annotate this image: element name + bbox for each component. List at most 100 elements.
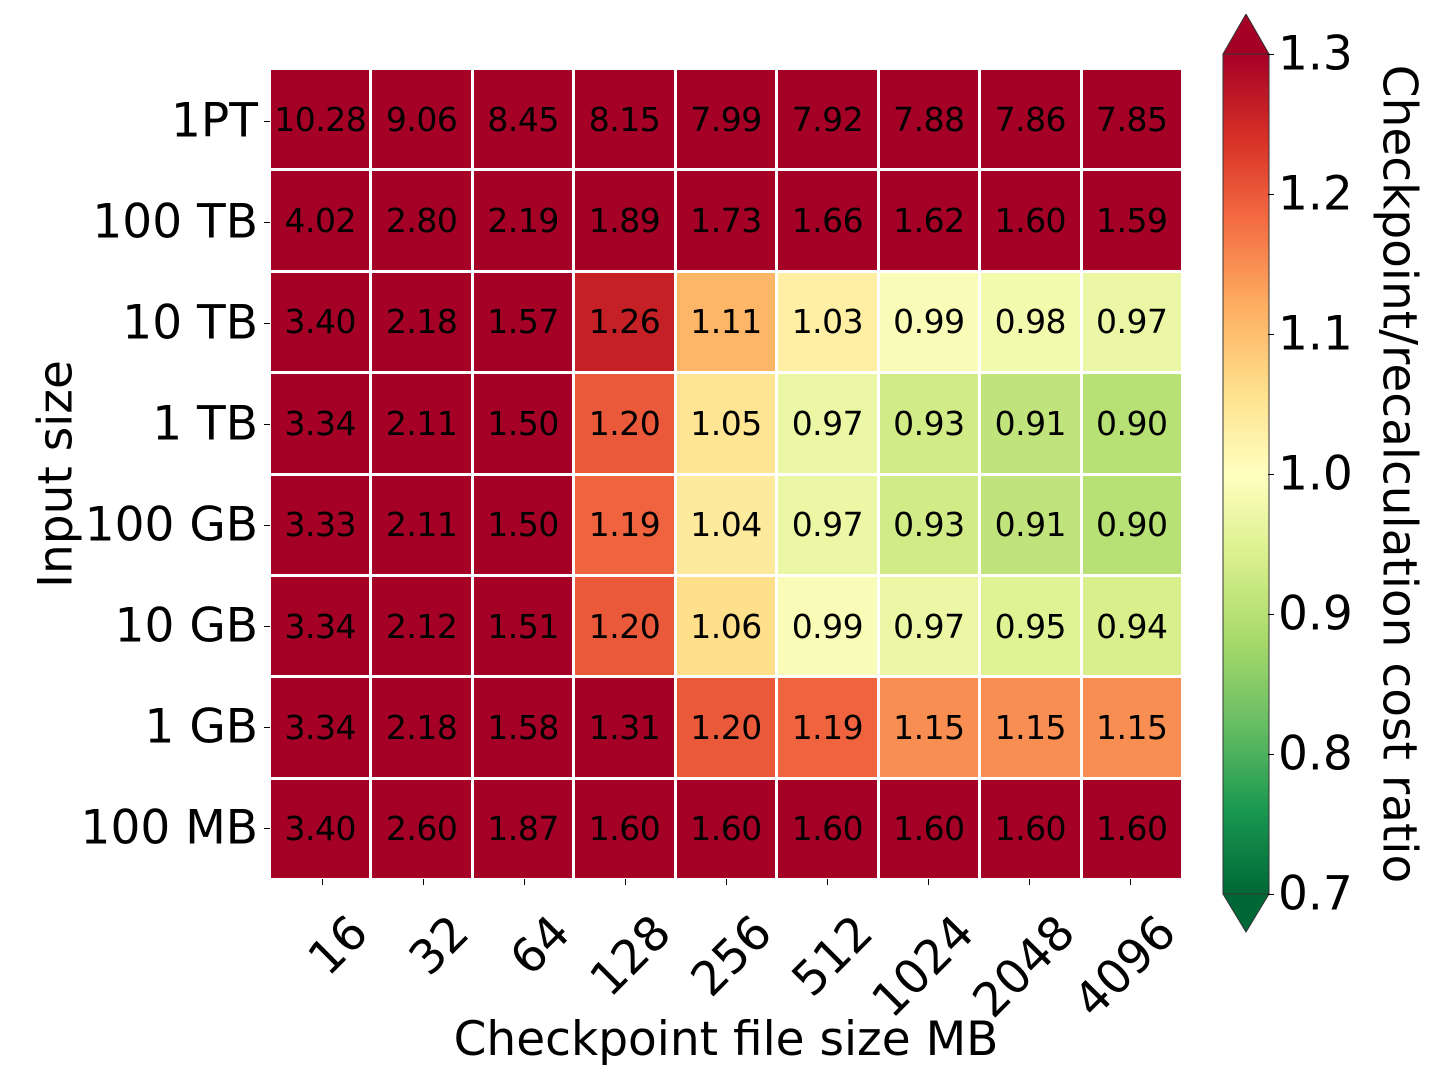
cell-value: 9.06 [385,99,458,139]
cell-value: 1.58 [487,707,559,747]
heatmap-cell: 3.34 [271,576,370,676]
heatmap-cell: 1.15 [1082,678,1181,777]
heatmap-cell: 7.86 [981,70,1080,169]
x-tick-mark [422,879,424,885]
cell-value: 1.60 [588,809,661,849]
heatmap-cell: 1.20 [676,678,776,777]
heatmap-cell: 3.40 [271,272,370,372]
colorbar-tick-mark [1268,894,1274,895]
x-tick-label: 1024 [861,905,986,1029]
heatmap-cell: 1.60 [575,779,674,878]
colorbar-label: Checkpoint/recalculation cost ratio [1371,64,1427,884]
x-tick-mark [726,879,727,885]
heatmap-cell: 7.99 [676,70,776,169]
cell-value: 1.57 [487,302,559,342]
heatmap-cell: 1.60 [981,779,1080,878]
x-tick-label: 2048 [962,905,1087,1029]
cell-value: 2.12 [385,606,458,646]
x-tick-label: 256 [680,905,783,1008]
heatmap-cell: 1.60 [676,779,776,878]
cell-value: 1.89 [588,201,661,241]
heatmap-cell: 1.62 [879,171,979,270]
heatmap-cell: 0.99 [778,576,877,676]
heatmap-cell: 1.20 [575,374,674,473]
y-axis-label: Input size [28,360,84,588]
heatmap-cell: 0.98 [981,272,1080,372]
heatmap-cell: 1.04 [676,475,776,574]
y-tick-mark [264,423,270,425]
cell-value: 1.05 [690,403,762,443]
cell-value: 0.90 [1096,505,1168,545]
colorbar-tick-label: 0.9 [1278,586,1353,642]
cell-value: 1.87 [487,809,559,849]
x-tick-mark [928,879,930,885]
heatmap-cell: 1.57 [473,272,573,372]
heatmap-cell: 1.60 [1082,779,1181,878]
colorbar [1222,14,1270,933]
heatmap-cell: 1.11 [676,272,776,372]
x-axis-label: Checkpoint file size MB [453,1012,999,1067]
heatmap-cell: 1.51 [473,576,573,676]
y-tick-mark [264,221,270,223]
x-tick-label: 32 [398,905,480,987]
colorbar-extend-max [1222,14,1270,55]
heatmap-cell: 4.02 [271,171,370,270]
x-tick-label: 16 [297,905,379,987]
heatmap-cell: 2.12 [372,576,471,676]
heatmap-cell: 1.73 [676,171,776,270]
cell-value: 0.93 [893,505,965,545]
colorbar-tick-mark [1268,334,1274,335]
x-tick-label: 128 [579,905,682,1008]
x-tick-mark [523,879,525,885]
heatmap-cell: 1.15 [879,678,979,777]
cell-value: 0.97 [1096,302,1168,342]
cell-value: 2.19 [487,201,559,241]
heatmap-cell: 7.85 [1082,70,1181,169]
heatmap-cell: 1.66 [778,171,877,270]
cell-value: 1.59 [1096,201,1168,241]
cell-value: 1.60 [994,809,1067,849]
heatmap-cell: 1.26 [575,272,674,372]
heatmap-cell: 0.90 [1082,374,1181,473]
cell-value: 3.40 [284,809,356,849]
cell-value: 1.73 [690,201,762,241]
cell-value: 1.50 [487,505,559,545]
cell-value: 8.15 [588,99,661,139]
y-tick-label: 1 GB [144,699,258,754]
heatmap-cell: 0.99 [879,272,979,372]
x-tick-mark [624,879,626,885]
heatmap-cell: 2.60 [372,779,471,878]
colorbar-tick-mark [1268,754,1274,755]
cell-value: 1.26 [588,302,661,342]
cell-value: 1.60 [791,809,864,849]
cell-value: 1.03 [791,302,864,342]
cell-value: 0.91 [994,505,1067,545]
cell-value: 1.19 [791,707,864,747]
cell-value: 4.02 [284,201,356,241]
y-tick-mark [264,524,270,526]
cell-value: 1.62 [893,201,965,241]
cell-value: 7.92 [791,99,864,139]
colorbar-tick-mark [1268,614,1274,615]
x-tick-label: 4096 [1063,905,1188,1029]
cell-value: 2.11 [385,403,458,443]
cell-value: 1.60 [690,809,762,849]
heatmap-cell: 0.91 [981,374,1080,473]
heatmap-cell: 0.97 [1082,272,1181,372]
heatmap-cell: 2.11 [372,374,471,473]
y-tick-mark [264,322,270,324]
cell-value: 0.97 [791,403,864,443]
heatmap-cell: 0.97 [879,576,979,676]
heatmap-cell: 1.58 [473,678,573,777]
heatmap-cell: 3.33 [271,475,370,574]
heatmap-cell: 1.05 [676,374,776,473]
cell-value: 1.20 [588,606,661,646]
cell-value: 1.51 [487,606,559,646]
x-tick-label: 64 [499,905,581,987]
cell-value: 1.06 [690,606,762,646]
cell-value: 1.20 [690,707,762,747]
x-tick-mark [1029,879,1031,885]
heatmap-cell: 8.45 [473,70,573,169]
heatmap-cell: 0.93 [879,475,979,574]
cell-value: 1.04 [690,505,762,545]
